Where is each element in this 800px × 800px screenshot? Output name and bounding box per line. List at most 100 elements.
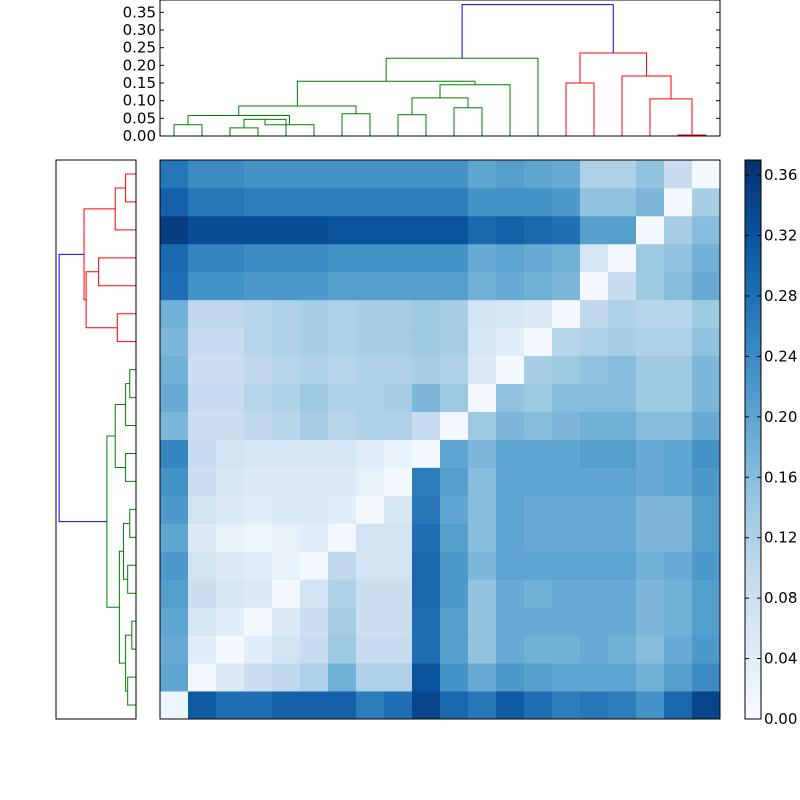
heatmap-cell (160, 187, 189, 217)
heatmap-cell (440, 663, 469, 692)
heatmap-cell (384, 663, 413, 692)
heatmap-cell (188, 495, 217, 524)
heatmap-cell (664, 523, 693, 552)
heatmap-cell (300, 383, 329, 412)
heatmap-cell (692, 495, 721, 524)
heatmap-cell (496, 271, 525, 301)
heatmap-cell (188, 691, 217, 720)
heatmap-cell (608, 327, 637, 357)
heatmap-cell (244, 411, 273, 440)
heatmap-cell (636, 663, 665, 692)
heatmap-cell (580, 160, 609, 189)
heatmap-cell (524, 160, 553, 189)
heatmap-cell (636, 215, 665, 245)
heatmap-cell (580, 467, 609, 496)
heatmap-cell (272, 439, 301, 468)
top-dendrogram-tick-label: 0.30 (123, 21, 156, 39)
heatmap-cell (300, 523, 329, 552)
heatmap-cell (188, 607, 217, 636)
heatmap-cell (328, 383, 357, 412)
heatmap-cell (300, 495, 329, 524)
heatmap-cell (328, 411, 357, 440)
heatmap-cell (552, 551, 581, 580)
heatmap-cell (664, 635, 693, 664)
heatmap-cell (496, 523, 525, 552)
heatmap-cell (580, 635, 609, 664)
heatmap-cell (524, 607, 553, 636)
heatmap-cell (440, 383, 469, 412)
heatmap-cell (608, 215, 637, 245)
heatmap-cell (160, 467, 189, 496)
heatmap-cell (524, 411, 553, 440)
heatmap-cell (664, 607, 693, 636)
heatmap-cell (244, 243, 273, 273)
colorbar-gradient (745, 160, 761, 719)
heatmap-cell (412, 243, 441, 273)
heatmap-cell (524, 551, 553, 580)
heatmap-cell (496, 299, 525, 329)
heatmap-cell (216, 439, 245, 468)
heatmap-cell (440, 411, 469, 440)
heatmap-cell (468, 579, 497, 608)
heatmap-cell (272, 523, 301, 552)
heatmap-cell (300, 327, 329, 357)
heatmap-cell (328, 355, 357, 384)
heatmap-cell (524, 691, 553, 720)
heatmap-cell (384, 495, 413, 524)
heatmap-cell (552, 271, 581, 301)
heatmap-cell (356, 495, 385, 524)
heatmap-cell (692, 691, 721, 720)
heatmap-cell (160, 635, 189, 664)
heatmap-cell (440, 215, 469, 245)
top-dendrogram-tick-label: 0.20 (123, 56, 156, 74)
heatmap-cell (356, 243, 385, 273)
heatmap-cell (216, 691, 245, 720)
heatmap-cell (580, 243, 609, 273)
heatmap-cell (468, 467, 497, 496)
heatmap-cell (356, 663, 385, 692)
heatmap-cell (524, 271, 553, 301)
heatmap-cell (496, 579, 525, 608)
heatmap-cell (608, 663, 637, 692)
colorbar-tick-label: 0.24 (764, 347, 797, 365)
heatmap-cell (580, 327, 609, 357)
heatmap-cell (328, 579, 357, 608)
heatmap-cell (272, 411, 301, 440)
heatmap-cell (636, 355, 665, 384)
top-dendrogram-tick-label: 0.10 (123, 92, 156, 110)
heatmap-cell (216, 215, 245, 245)
heatmap-cell (608, 383, 637, 412)
heatmap-cell (244, 215, 273, 245)
colorbar-tick-label: 0.16 (764, 468, 797, 486)
heatmap-cell (664, 439, 693, 468)
heatmap-cell (272, 579, 301, 608)
heatmap-cell (692, 579, 721, 608)
heatmap-cell (524, 467, 553, 496)
heatmap-cell (188, 327, 217, 357)
heatmap-cell (496, 663, 525, 692)
heatmap-cell (440, 439, 469, 468)
heatmap-cell (384, 299, 413, 329)
heatmap-cell (552, 635, 581, 664)
heatmap-cell (440, 691, 469, 720)
heatmap-cell (216, 187, 245, 217)
heatmap-cell (692, 215, 721, 245)
heatmap-cell (160, 439, 189, 468)
heatmap-cell (664, 691, 693, 720)
heatmap-cell (636, 187, 665, 217)
heatmap-cell (664, 299, 693, 329)
heatmap-cell (328, 635, 357, 664)
heatmap-cell (384, 439, 413, 468)
heatmap-cell (244, 663, 273, 692)
heatmap-cell (384, 579, 413, 608)
heatmap-cell (552, 187, 581, 217)
heatmap-cell (160, 411, 189, 440)
heatmap-cell (412, 495, 441, 524)
heatmap-cell (188, 215, 217, 245)
heatmap-cell (636, 439, 665, 468)
heatmap-cell (636, 635, 665, 664)
heatmap-cell (524, 299, 553, 329)
heatmap-cell (580, 607, 609, 636)
heatmap-cell (328, 160, 357, 189)
heatmap-cell (160, 551, 189, 580)
